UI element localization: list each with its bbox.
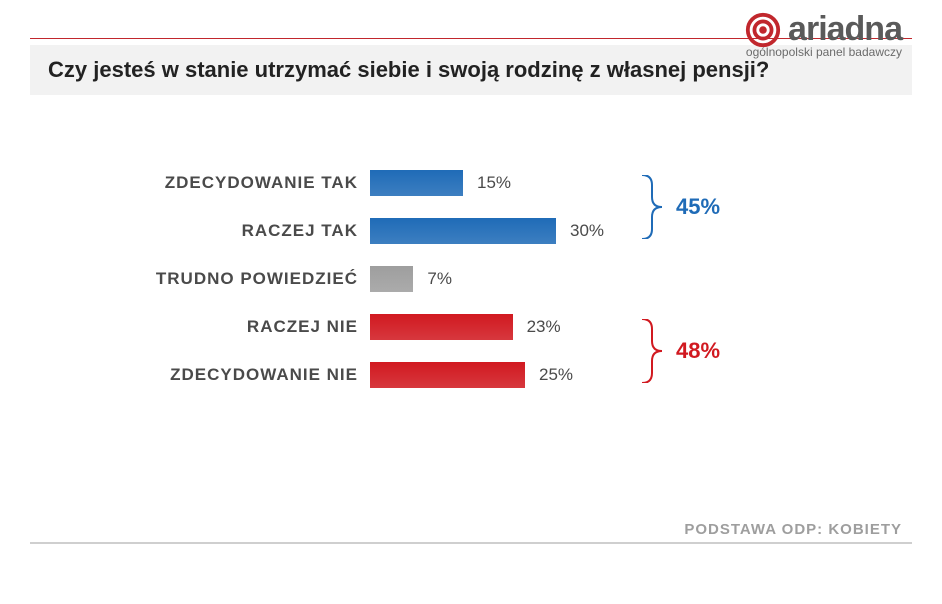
bar-label: ZDECYDOWANIE NIE: [70, 365, 370, 385]
bar-label: RACZEJ NIE: [70, 317, 370, 337]
bracket-group: 45%: [640, 175, 720, 239]
group-total: 48%: [664, 338, 720, 364]
chart-row: ZDECYDOWANIE NIE 25%: [70, 357, 850, 393]
bar-label: ZDECYDOWANIE TAK: [70, 173, 370, 193]
logo-tagline: ogólnopolski panel badawczy: [746, 45, 902, 59]
bracket-group: 48%: [640, 319, 720, 383]
chart-row: ZDECYDOWANIE TAK 15%: [70, 165, 850, 201]
bracket-icon: [640, 319, 664, 383]
bar-value-label: 23%: [513, 317, 561, 337]
footer-note: PODSTAWA ODP: KOBIETY: [684, 521, 902, 538]
chart-row: RACZEJ TAK 30%: [70, 213, 850, 249]
bar: [370, 170, 463, 196]
chart-row: RACZEJ NIE 23%: [70, 309, 850, 345]
bracket-icon: [640, 175, 664, 239]
question-text: Czy jesteś w stanie utrzymać siebie i sw…: [48, 57, 894, 83]
bar-value-label: 30%: [556, 221, 604, 241]
bar: [370, 314, 513, 340]
bar-value-label: 25%: [525, 365, 573, 385]
brand-logo: ariadna ogólnopolski panel badawczy: [744, 10, 902, 59]
bar: [370, 218, 556, 244]
bar-label: RACZEJ TAK: [70, 221, 370, 241]
survey-bar-chart: ZDECYDOWANIE TAK 15% RACZEJ TAK 30% TRUDNO P…: [70, 165, 850, 393]
logo-text: ariadna: [788, 10, 902, 49]
footer-rule: [30, 542, 912, 544]
logo-icon: [744, 11, 782, 49]
bar: [370, 266, 413, 292]
bar-value-label: 15%: [463, 173, 511, 193]
group-total: 45%: [664, 194, 720, 220]
chart-row: TRUDNO POWIEDZIEĆ 7%: [70, 261, 850, 297]
bar: [370, 362, 525, 388]
bar-value-label: 7%: [413, 269, 452, 289]
bar-label: TRUDNO POWIEDZIEĆ: [70, 269, 370, 289]
